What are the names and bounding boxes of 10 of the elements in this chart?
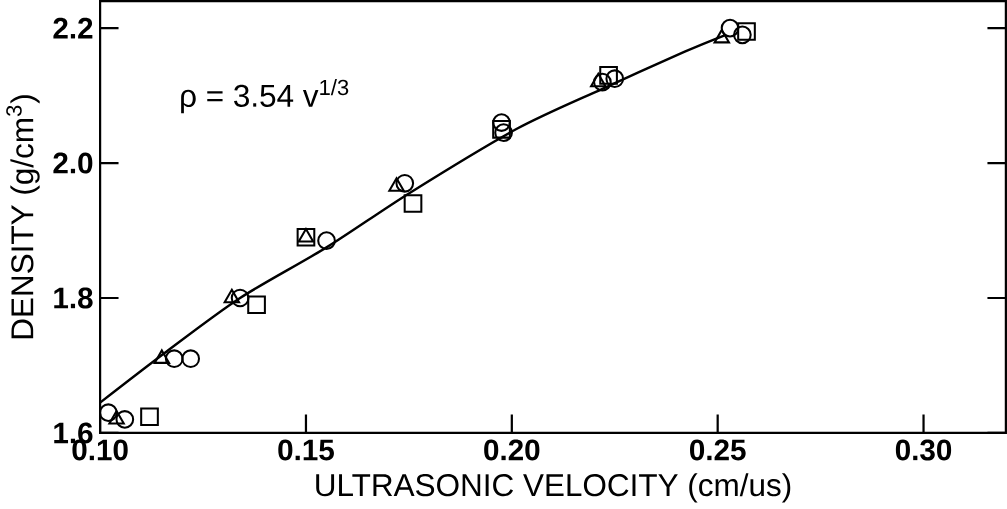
annotation: ρ = 3.54 v$^{1/3}$ [181,79,349,114]
y-tick-label: 2.0 [53,152,93,174]
y-tick-label: 1.8 [54,287,93,309]
x-tick-label: 0.20 [484,439,540,461]
y-axis-title: DENSITY (g/cm$^{3}$) [6,95,40,339]
y-tick-label: 2.2 [53,17,93,39]
x-tick-label: 0.15 [278,439,334,461]
x-axis-title: ULTRASONIC VELOCITY (cm/us) [316,473,791,503]
x-tick-label: 0.30 [895,439,952,461]
x-tick-label: 0.25 [690,439,746,461]
